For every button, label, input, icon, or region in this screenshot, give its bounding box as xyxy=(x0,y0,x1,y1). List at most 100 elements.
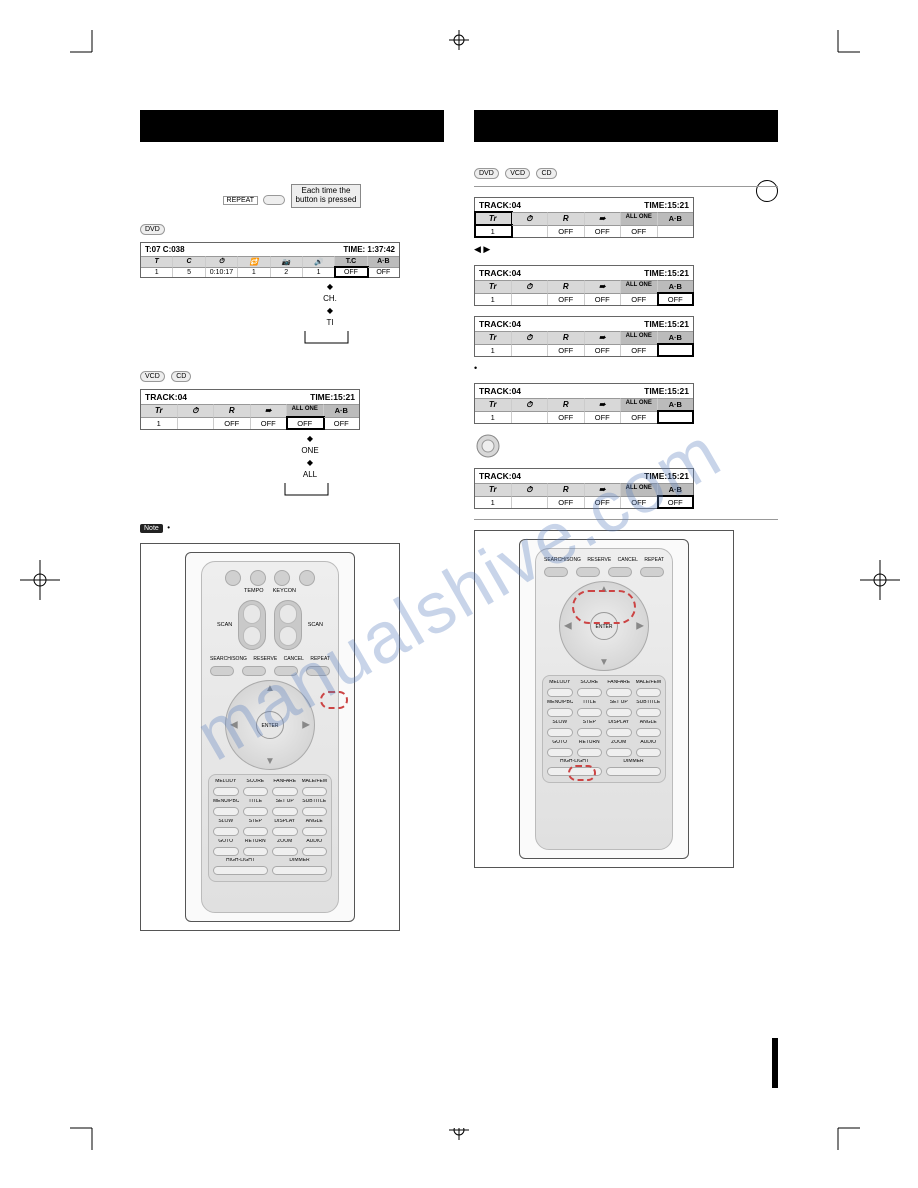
register-mark-icon xyxy=(860,560,900,600)
repeat-hint: Each time the button is pressed xyxy=(291,184,362,208)
remote-frame: TEMPO KEYCON SCAN SCAN SEARCH/SONG R xyxy=(140,543,400,931)
loop-arrow-icon xyxy=(280,481,340,499)
osd-hdr: T xyxy=(141,256,173,267)
crop-mark-icon xyxy=(830,1120,860,1150)
enter-button: ENTER xyxy=(256,711,284,739)
osd-val xyxy=(178,417,215,429)
osd-val: 2 xyxy=(271,267,303,277)
osd-panel: TRACK:04 TIME:15:21 Tr ⏱ R ➠ ALL ONE A·B… xyxy=(474,468,694,509)
osd-hdr: ⏱ xyxy=(178,404,215,417)
stop-icon xyxy=(250,570,266,586)
keycon-rocker: SCAN xyxy=(274,600,302,650)
dpad: ENTER ▲ ▼ ◀ ▶ xyxy=(559,581,649,671)
crop-mark-icon xyxy=(70,30,100,60)
remote-control: TEMPO KEYCON SCAN SCAN SEARCH/SONG R xyxy=(185,552,355,922)
note-bullet: • xyxy=(167,523,170,532)
osd-val: 5 xyxy=(173,267,205,277)
up-arrow-icon: ▲ xyxy=(599,584,609,595)
osd-val: 1 xyxy=(141,417,178,429)
cd-badge: CD xyxy=(171,371,191,382)
dpad: ENTER ▲ ▼ ◀ ▶ xyxy=(225,680,315,770)
osd-val: OFF xyxy=(214,417,251,429)
page: REPEAT Each time the button is pressed D… xyxy=(100,60,818,1128)
crop-mark-icon xyxy=(830,30,860,60)
osd-series: TRACK:04TIME:15:21Tr⏱R➠ALL ONEA·B1OFFOFF… xyxy=(474,197,778,424)
cancel-button xyxy=(608,567,632,577)
left-right-arrows-icon: ◀ ▶ xyxy=(474,244,778,255)
crop-mark-icon xyxy=(70,1120,100,1150)
remote-control: SEARCH/SONG RESERVE CANCEL REPEAT xyxy=(519,539,689,859)
osd-val: 1 xyxy=(303,267,335,277)
four-pill-row xyxy=(210,666,330,676)
cd-badge: CD xyxy=(536,168,556,179)
dvd-osd-time: TIME: 1:37:42 xyxy=(343,245,395,254)
reserve-button xyxy=(576,567,600,577)
osd-hdr: 📷 xyxy=(271,256,303,267)
osd-val: OFF xyxy=(287,417,324,429)
left-arrow-icon: ◀ xyxy=(230,719,238,730)
right-arrow-icon: ▶ xyxy=(302,719,310,730)
dvd-arrow-sequence: ◆CH.◆TI xyxy=(300,281,360,351)
osd-val: OFF xyxy=(335,267,367,277)
vcd-osd-track: TRACK:04 xyxy=(145,392,187,402)
transport-row xyxy=(208,568,332,588)
loop-arrow-icon xyxy=(300,329,360,347)
osd-hdr: 🔊 xyxy=(303,256,335,267)
vcd-osd-panel: TRACK:04 TIME:15:21 Tr ⏱ R ➠ ALL ONE A·B… xyxy=(140,389,360,430)
note-badge: Note xyxy=(140,524,163,533)
remote-frame: SEARCH/SONG RESERVE CANCEL REPEAT xyxy=(474,530,734,868)
left-column: REPEAT Each time the button is pressed D… xyxy=(140,110,444,931)
search-song-button xyxy=(210,666,234,676)
dvd-osd-title: T:07 C:038 xyxy=(145,245,185,254)
osd-val: OFF xyxy=(251,417,288,429)
dvd-osd-panel: T:07 C:038 TIME: 1:37:42 T C ⏱ 🔁 📷 🔊 T.C… xyxy=(140,242,400,278)
vcd-arrow-sequence: ◆ONE◆ALL xyxy=(280,433,340,503)
register-mark-icon xyxy=(449,30,469,50)
osd-hdr: C xyxy=(173,256,205,267)
four-pill-row xyxy=(544,567,664,577)
button-grid: MELODYSCOREFANFAREMALE/FEMALE MENU/PBCTI… xyxy=(208,774,332,882)
register-mark-icon xyxy=(20,560,60,600)
osd-panel: TRACK:04TIME:15:21Tr⏱R➠ALL ONEA·B1OFFOFF… xyxy=(474,197,694,238)
right-column: DVD VCD CD TRACK:04TIME:15:21Tr⏱R➠ALL ON… xyxy=(474,110,778,931)
up-arrow-icon: ▲ xyxy=(265,683,275,694)
osd-val: OFF xyxy=(324,417,360,429)
button-grid: MELODYSCOREFANFAREMALE/FEMALE MENU/PBCTI… xyxy=(542,675,666,783)
down-arrow-icon: ▼ xyxy=(599,657,609,668)
reserve-button xyxy=(242,666,266,676)
osd-val: 1 xyxy=(141,267,173,277)
section-header-bar xyxy=(140,110,444,142)
section-header-bar xyxy=(474,110,778,142)
enter-icon-callout xyxy=(474,432,502,460)
left-arrow-icon: ◀ xyxy=(564,621,572,632)
osd-panel: TRACK:04TIME:15:21Tr⏱R➠ALL ONEA·B1OFFOFF… xyxy=(474,383,694,424)
osd-hdr: ALL ONE xyxy=(287,404,324,417)
repeat-button xyxy=(306,666,330,676)
osd-hdr: A·B xyxy=(368,256,399,267)
osd-hdr: R xyxy=(214,404,251,417)
repeat-button-icon xyxy=(263,195,285,205)
osd-hdr: ➠ xyxy=(251,404,288,417)
osd-val: 1 xyxy=(238,267,270,277)
page-edge-bar xyxy=(772,1038,778,1088)
vcd-badge: VCD xyxy=(140,371,165,382)
osd-hdr: A·B xyxy=(324,404,360,417)
down-arrow-icon: ▼ xyxy=(265,756,275,767)
repeat-button xyxy=(640,567,664,577)
osd-hdr: Tr xyxy=(141,404,178,417)
dvd-badge: DVD xyxy=(140,224,165,235)
dvd-badge: DVD xyxy=(474,168,499,179)
vcd-osd-time: TIME:15:21 xyxy=(310,392,355,402)
tempo-rocker: SCAN xyxy=(238,600,266,650)
tempo-keycon-block: SCAN SCAN xyxy=(208,600,332,650)
vcd-badge: VCD xyxy=(505,168,530,179)
bullet-icon: • xyxy=(474,363,778,373)
play-pause-icon xyxy=(274,570,290,586)
right-arrow-icon: ▶ xyxy=(636,621,644,632)
osd-val: OFF xyxy=(368,267,399,277)
repeat-label: REPEAT xyxy=(223,196,259,206)
prev-icon xyxy=(225,570,241,586)
cancel-button xyxy=(274,666,298,676)
osd-panel: TRACK:04TIME:15:21Tr⏱R➠ALL ONEA·B1OFFOFF… xyxy=(474,316,694,357)
next-icon xyxy=(299,570,315,586)
